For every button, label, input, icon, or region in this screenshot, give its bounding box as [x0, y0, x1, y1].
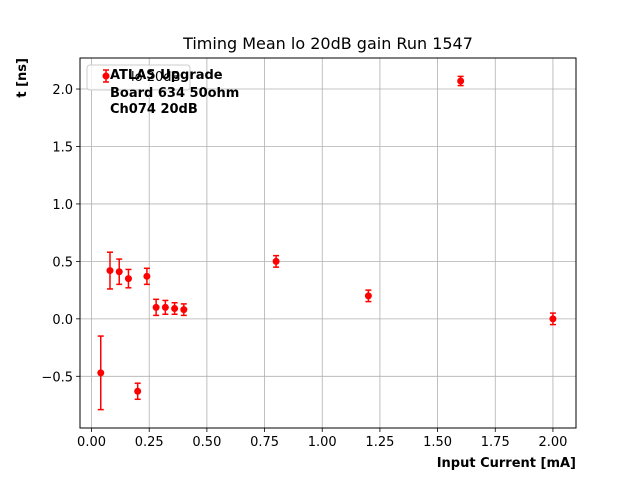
data-point — [106, 267, 114, 275]
x-tick-label: 0.25 — [135, 435, 164, 450]
x-tick-label: 1.50 — [423, 435, 452, 450]
x-axis-label: Input Current [mA] — [437, 456, 576, 471]
data-point — [152, 303, 160, 311]
y-tick-label: 0.0 — [52, 313, 73, 328]
x-axis-ticks: 0.00 0.25 0.50 0.75 1.00 1.25 1.50 1.75 2.00 — [77, 428, 567, 450]
annotation-line-2: Board 634 50ohm — [110, 86, 239, 101]
x-tick-label: 2.00 — [538, 435, 567, 450]
x-tick-label: 0.00 — [77, 435, 106, 450]
legend-label: lo 20dB — [131, 70, 180, 85]
data-point — [364, 292, 372, 300]
y-tick-label: 0.5 — [52, 255, 73, 270]
y-axis-ticks: −0.5 0.0 0.5 1.0 1.5 2.0 — [41, 83, 80, 385]
data-point — [272, 257, 280, 265]
x-tick-label: 0.50 — [192, 435, 221, 450]
legend-box — [86, 64, 191, 91]
chart-title: Timing Mean lo 20dB gain Run 1547 — [182, 34, 473, 53]
x-tick-label: 1.75 — [481, 435, 510, 450]
y-tick-label: 1.0 — [52, 198, 73, 213]
data-point — [124, 275, 132, 283]
plot-frame — [79, 57, 577, 429]
legend: lo 20dB — [86, 64, 191, 91]
y-axis-label: t [ns] — [15, 58, 30, 98]
legend-marker — [102, 72, 110, 80]
annotation: ATLAS Upgrade Board 634 50ohm Ch074 20dB — [110, 68, 239, 117]
x-tick-label: 1.00 — [308, 435, 337, 450]
data-point — [171, 304, 179, 312]
data-point — [97, 369, 105, 377]
data-point — [549, 315, 557, 323]
data-point — [457, 77, 465, 85]
data-point — [143, 272, 151, 280]
data-point — [134, 387, 142, 395]
annotation-line-1: ATLAS Upgrade — [110, 68, 223, 83]
data-point — [180, 306, 188, 314]
y-tick-label: −0.5 — [41, 370, 73, 385]
data-point — [161, 303, 169, 311]
data-point — [115, 268, 123, 276]
data-points — [97, 77, 557, 395]
annotation-line-3: Ch074 20dB — [110, 102, 198, 117]
y-tick-label: 2.0 — [52, 83, 73, 98]
x-tick-label: 0.75 — [250, 435, 279, 450]
x-tick-label: 1.25 — [365, 435, 394, 450]
grid — [80, 58, 576, 428]
y-tick-label: 1.5 — [52, 140, 73, 155]
